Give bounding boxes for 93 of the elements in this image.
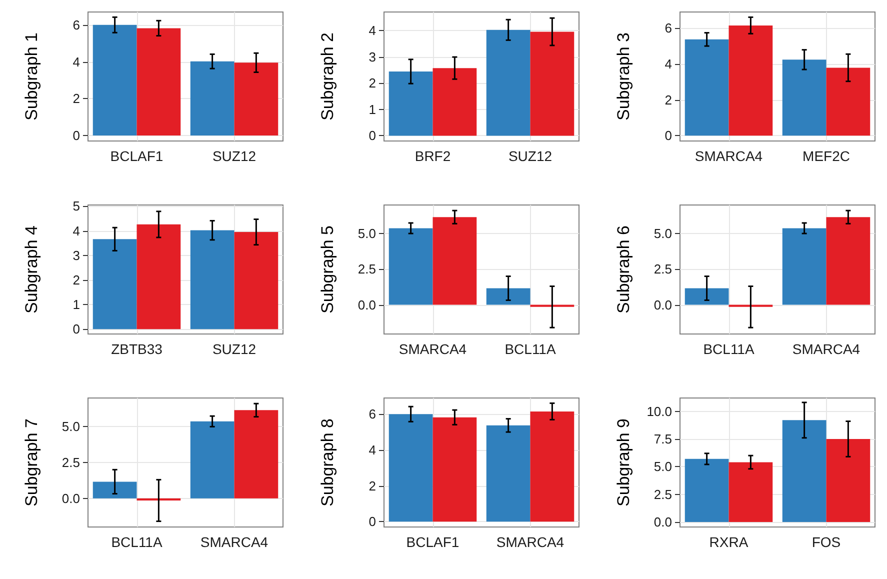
x-tick-label: BCLAF1 <box>110 148 164 164</box>
y-tick-label: 0.0 <box>654 514 672 530</box>
bar <box>388 228 433 305</box>
bar <box>388 414 433 522</box>
bar <box>826 438 870 522</box>
y-tick-label: 2 <box>368 76 376 91</box>
y-tick-label: 5.0 <box>62 419 80 434</box>
bar <box>92 482 137 498</box>
y-tick-label: 0 <box>72 322 80 337</box>
y-tick-label: 0 <box>664 128 672 144</box>
y-tick-label: 7.5 <box>654 431 672 446</box>
y-axis-title: Subgraph 2 <box>318 32 337 120</box>
bar <box>782 60 826 136</box>
bar <box>432 417 477 522</box>
y-tick-label: 2 <box>72 91 80 106</box>
y-axis-title: Subgraph 4 <box>22 226 41 314</box>
y-tick-label: 3 <box>368 49 376 64</box>
y-tick-label: 0 <box>368 514 376 530</box>
y-tick-label: 10.0 <box>646 404 672 419</box>
bar <box>684 458 729 522</box>
bar <box>486 288 530 305</box>
bar <box>826 217 870 305</box>
y-tick-label: 4 <box>72 223 80 238</box>
y-tick-label: 2.5 <box>654 262 672 277</box>
x-tick-label: MEF2C <box>802 148 850 164</box>
y-tick-label: 2 <box>368 478 376 494</box>
bar <box>684 39 729 136</box>
y-tick-label: 4 <box>72 54 80 70</box>
x-tick-label: SUZ12 <box>508 148 552 164</box>
y-axis-title: Subgraph 3 <box>614 32 633 120</box>
bar <box>826 68 870 136</box>
y-tick-label: 5.0 <box>654 459 672 474</box>
bar <box>190 421 234 498</box>
y-tick-label: 0.0 <box>62 490 80 506</box>
y-tick-label: 1 <box>72 297 80 312</box>
bar <box>486 425 530 522</box>
bar <box>234 62 278 136</box>
x-tick-label: BRF2 <box>414 148 451 164</box>
x-tick-label: BCL11A <box>504 341 556 357</box>
y-tick-label: 5 <box>72 198 80 214</box>
y-tick-label: 0.0 <box>654 297 672 312</box>
y-tick-label: 2.5 <box>654 486 672 502</box>
bar <box>530 411 574 522</box>
x-tick-label: BCLAF1 <box>406 534 460 550</box>
y-tick-label: 6 <box>664 20 672 36</box>
y-tick-label: 2.5 <box>62 455 80 470</box>
y-axis-title: Subgraph 7 <box>22 418 41 506</box>
y-tick-label: 0 <box>72 128 80 143</box>
bar <box>432 217 477 305</box>
bar <box>530 32 574 136</box>
x-tick-label: ZBTB33 <box>111 341 163 357</box>
x-tick-label: BCL11A <box>111 534 163 550</box>
y-tick-label: 2 <box>72 272 80 288</box>
y-tick-label: 4 <box>368 442 376 458</box>
x-tick-label: FOS <box>812 534 841 550</box>
y-tick-label: 5.0 <box>358 226 376 242</box>
y-tick-label: 0 <box>368 128 376 144</box>
bar <box>234 410 278 498</box>
y-tick-label: 2 <box>664 92 672 108</box>
bar <box>432 68 477 136</box>
y-axis-title: Subgraph 1 <box>22 32 41 120</box>
y-tick-label: 3 <box>72 248 80 263</box>
x-tick-label: SUZ12 <box>212 341 256 357</box>
x-tick-label: SMARCA4 <box>200 534 268 550</box>
x-tick-label: SMARCA4 <box>694 148 763 164</box>
y-axis-title: Subgraph 8 <box>318 418 337 506</box>
bar <box>486 30 530 136</box>
y-tick-label: 6 <box>368 406 376 422</box>
bar <box>684 288 729 305</box>
bar <box>728 462 773 522</box>
y-tick-label: 4 <box>664 56 672 72</box>
y-tick-label: 6 <box>72 17 80 32</box>
y-tick-label: 0.0 <box>358 297 376 312</box>
bar <box>388 72 433 136</box>
x-tick-label: SMARCA4 <box>398 341 467 357</box>
x-tick-label: SMARCA4 <box>496 534 564 550</box>
x-tick-label: SMARCA4 <box>792 341 860 357</box>
bar <box>92 24 137 136</box>
y-tick-label: 1 <box>368 102 376 117</box>
x-tick-label: SUZ12 <box>212 148 256 164</box>
bar <box>190 61 234 136</box>
bar <box>728 25 773 136</box>
y-axis-title: Subgraph 6 <box>614 226 633 314</box>
y-axis-title: Subgraph 5 <box>318 226 337 314</box>
y-axis-title: Subgraph 9 <box>614 418 633 506</box>
y-tick-label: 5.0 <box>654 226 672 242</box>
x-tick-label: BCL11A <box>703 341 755 357</box>
x-tick-label: RXRA <box>709 534 749 550</box>
bar <box>782 228 826 305</box>
bar <box>136 28 181 136</box>
bar <box>782 420 826 522</box>
y-tick-label: 2.5 <box>358 262 376 277</box>
y-tick-label: 4 <box>368 22 376 38</box>
